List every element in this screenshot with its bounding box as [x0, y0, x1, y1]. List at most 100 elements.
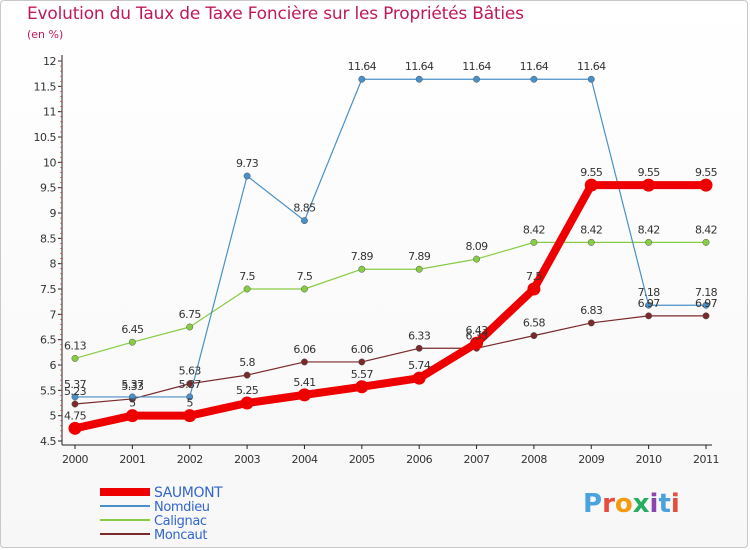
- data-label: 11.64: [348, 60, 377, 73]
- data-point: [645, 301, 653, 309]
- data-label: 7.18: [638, 286, 661, 299]
- data-point: [527, 282, 541, 296]
- data-label: 7.5: [239, 270, 255, 283]
- data-label: 6.58: [523, 317, 546, 330]
- data-point: [128, 393, 136, 401]
- legend-label: Moncaut: [154, 528, 207, 543]
- x-tick-label: 2006: [406, 453, 432, 466]
- data-point: [125, 409, 139, 423]
- data-point: [473, 255, 480, 263]
- data-point: [587, 75, 595, 83]
- series-line-moncaut: [74, 315, 707, 405]
- y-tick-label: 8: [50, 258, 57, 271]
- data-point: [415, 265, 423, 273]
- y-tick-label: 5.5: [40, 384, 56, 397]
- data-point: [358, 265, 366, 273]
- data-label: 5.37: [64, 378, 87, 391]
- y-tick-label: 7: [50, 308, 57, 321]
- y-tick-label: 9.5: [40, 182, 56, 195]
- data-point: [186, 323, 194, 331]
- data-point: [530, 238, 538, 246]
- y-tick-label: 11: [43, 106, 56, 119]
- data-label: 6.43: [465, 324, 488, 337]
- series-line-calignac: [74, 241, 707, 360]
- data-label: 5.37: [121, 378, 144, 391]
- data-label: 5: [187, 397, 194, 410]
- data-point: [358, 358, 366, 366]
- chart-title: Evolution du Taux de Taxe Foncière sur l…: [27, 4, 524, 24]
- data-point: [243, 285, 251, 293]
- data-point: [702, 238, 710, 246]
- proxiti-logo: Proxiti: [583, 489, 680, 519]
- x-tick-label: 2007: [464, 453, 490, 466]
- data-point: [355, 380, 369, 394]
- data-point: [71, 400, 79, 408]
- x-tick-label: 2011: [693, 453, 719, 466]
- logo-letter: P: [583, 489, 603, 519]
- data-point: [301, 358, 308, 366]
- y-tick-label: 8.5: [40, 232, 56, 245]
- data-point: [530, 75, 538, 83]
- y-tick-label: 5: [50, 410, 57, 423]
- series-line-nomdieu: [74, 78, 707, 398]
- x-tick-label: 2002: [177, 453, 203, 466]
- data-label: 4.75: [64, 409, 87, 422]
- data-label: 9.55: [638, 166, 661, 179]
- data-point: [530, 332, 538, 340]
- x-tick-label: 2009: [578, 453, 604, 466]
- series-line-saumont: [71, 181, 710, 433]
- data-point: [297, 388, 311, 402]
- data-label: 8.09: [465, 240, 488, 253]
- data-label: 6.33: [465, 329, 488, 342]
- data-point: [68, 421, 82, 435]
- legend-label: SAUMONT: [154, 485, 223, 501]
- data-label: 8.42: [523, 223, 545, 236]
- data-point: [470, 336, 484, 350]
- y-tick-label: 7.5: [40, 283, 56, 296]
- data-label: 9.55: [580, 166, 603, 179]
- data-point: [301, 217, 308, 225]
- data-label: 6.06: [293, 343, 316, 356]
- logo-letter: o: [614, 489, 633, 519]
- data-point: [71, 393, 79, 401]
- data-label: 7.89: [351, 250, 374, 263]
- logo-letter: r: [602, 489, 615, 519]
- x-tick-label: 2003: [234, 453, 260, 466]
- data-label: 5.33: [121, 380, 144, 393]
- data-label: 5.57: [351, 368, 374, 381]
- x-tick-label: 2008: [521, 453, 547, 466]
- data-point: [642, 178, 656, 192]
- data-label: 5.23: [64, 385, 87, 398]
- data-label: 5.25: [236, 384, 259, 397]
- data-label: 6.97: [638, 297, 661, 310]
- data-point: [702, 312, 710, 320]
- data-label: 8.42: [638, 223, 660, 236]
- data-label: 6.13: [64, 339, 87, 352]
- data-point: [128, 338, 136, 346]
- data-point: [584, 178, 598, 192]
- data-label: 8.85: [293, 202, 316, 215]
- data-point: [702, 301, 710, 309]
- data-label: 6.45: [121, 323, 144, 336]
- y-tick-label: 6.5: [40, 334, 56, 347]
- x-tick-label: 2004: [291, 453, 317, 466]
- data-point: [415, 75, 423, 83]
- legend-label: Calignac: [154, 514, 207, 529]
- y-tick-label: 4.5: [40, 435, 56, 448]
- data-label: 11.64: [405, 60, 434, 73]
- data-label: 5: [129, 397, 136, 410]
- x-tick-label: 2005: [349, 453, 375, 466]
- data-label: 9.55: [695, 166, 718, 179]
- data-point: [412, 371, 426, 385]
- legend-label: Nomdieu: [154, 500, 210, 515]
- data-point: [699, 178, 713, 192]
- x-tick-label: 2010: [636, 453, 662, 466]
- data-label: 5.8: [239, 356, 255, 369]
- data-label: 5.63: [179, 365, 202, 378]
- y-tick-label: 11.5: [34, 80, 57, 93]
- data-label: 7.5: [297, 270, 313, 283]
- data-label: 8.42: [580, 223, 602, 236]
- data-point: [183, 409, 197, 423]
